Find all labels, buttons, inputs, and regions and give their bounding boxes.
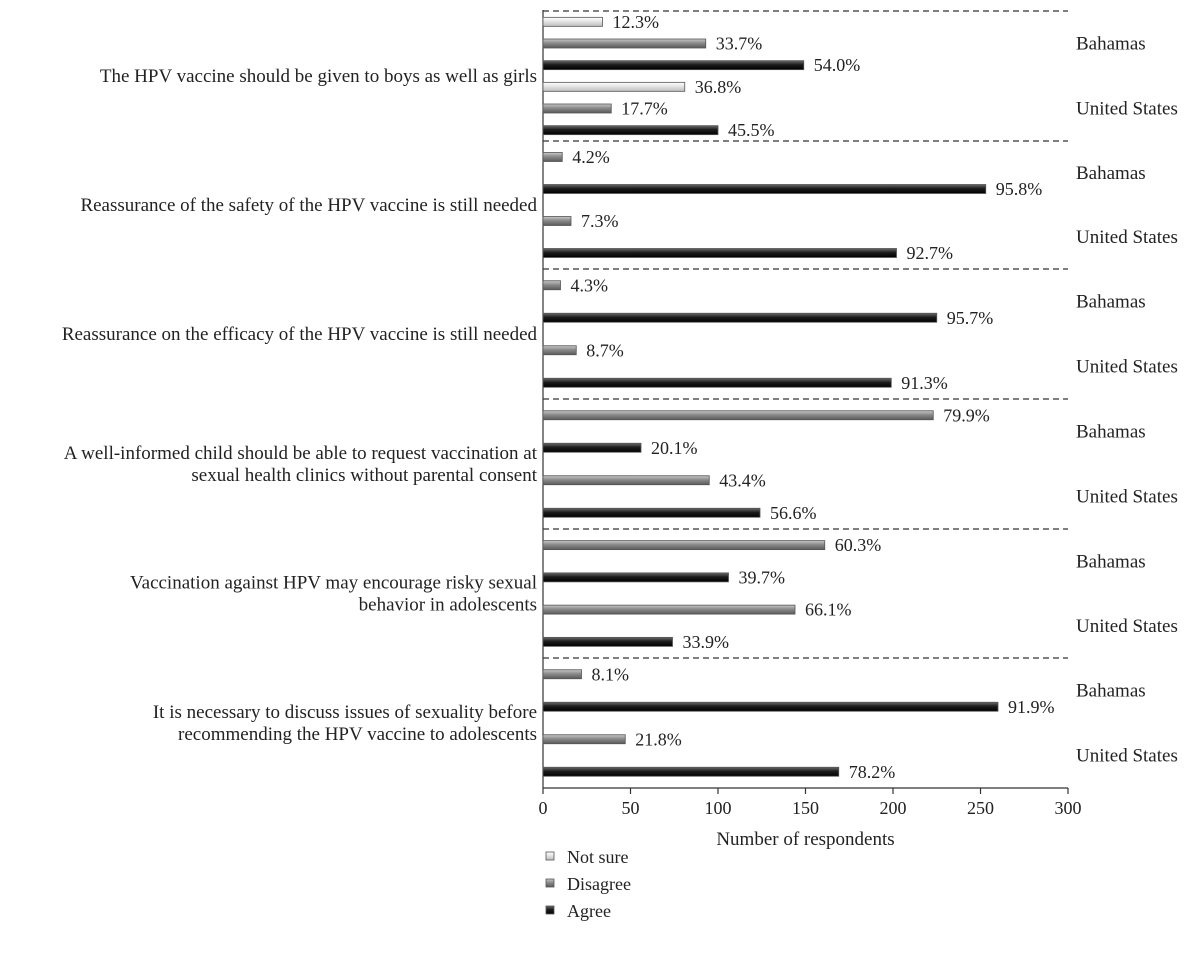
- x-tick-label: 250: [967, 798, 994, 818]
- data-label: 43.4%: [719, 470, 766, 490]
- country-label: Bahamas: [1076, 163, 1146, 184]
- bar-disagree: [542, 604, 796, 615]
- bar-disagree: [542, 734, 626, 745]
- bar-disagree: [542, 216, 572, 226]
- question-label: A well-informed child should be able to …: [64, 443, 538, 464]
- bar-agree: [542, 636, 673, 647]
- x-tick-label: 300: [1055, 798, 1082, 818]
- bar-disagree: [542, 540, 826, 551]
- bar-agree: [542, 701, 999, 712]
- data-label: 12.3%: [613, 12, 660, 32]
- bar-agree: [542, 377, 892, 388]
- legend-label: Agree: [567, 901, 611, 921]
- data-label: 95.7%: [947, 308, 994, 328]
- bar-agree: [542, 60, 805, 71]
- data-label: 20.1%: [651, 438, 698, 458]
- country-label: Bahamas: [1076, 292, 1146, 313]
- question-label: sexual health clinics without parental c…: [191, 465, 537, 486]
- data-label: 39.7%: [739, 567, 786, 587]
- data-label: 21.8%: [635, 729, 682, 749]
- question-label: Vaccination against HPV may encourage ri…: [130, 573, 537, 594]
- data-label: 60.3%: [835, 535, 882, 555]
- legend-swatch: [545, 905, 555, 915]
- bar-disagree: [542, 152, 563, 162]
- bar-agree: [542, 248, 897, 258]
- question-label: Reassurance of the safety of the HPV vac…: [80, 195, 537, 216]
- bar-disagree: [542, 669, 582, 680]
- legend-label: Not sure: [567, 847, 629, 867]
- bar-disagree: [542, 38, 707, 49]
- bar-disagree: [542, 410, 934, 421]
- x-tick-label: 150: [792, 798, 819, 818]
- x-tick-label: 100: [705, 798, 732, 818]
- data-label: 8.1%: [592, 664, 630, 684]
- country-label: United States: [1076, 616, 1178, 637]
- bar-disagree: [542, 475, 710, 486]
- data-label: 95.8%: [996, 179, 1043, 199]
- data-label: 4.2%: [572, 147, 610, 167]
- bar-disagree: [542, 103, 612, 114]
- bar-disagree: [542, 280, 561, 291]
- bar-not-sure: [542, 81, 686, 92]
- legend-swatch: [545, 851, 555, 861]
- bar-agree: [542, 184, 987, 194]
- bar-agree: [542, 507, 761, 518]
- bar-agree: [542, 125, 719, 136]
- country-label: Bahamas: [1076, 34, 1146, 55]
- bar-not-sure: [542, 16, 603, 27]
- legend-swatch: [545, 878, 555, 888]
- x-tick-label: 0: [539, 798, 548, 818]
- data-label: 54.0%: [814, 55, 861, 75]
- data-label: 66.1%: [805, 600, 852, 620]
- data-label: 79.9%: [943, 405, 990, 425]
- data-label: 7.3%: [581, 211, 619, 231]
- country-label: Bahamas: [1076, 681, 1146, 702]
- question-label: Reassurance on the efficacy of the HPV v…: [62, 324, 538, 345]
- data-label: 33.7%: [716, 34, 763, 54]
- data-label: 91.9%: [1008, 697, 1055, 717]
- data-label: 8.7%: [586, 340, 624, 360]
- country-label: United States: [1076, 746, 1178, 767]
- x-tick-label: 50: [622, 798, 640, 818]
- data-label: 17.7%: [621, 99, 668, 119]
- data-label: 91.3%: [901, 373, 948, 393]
- data-label: 92.7%: [907, 243, 954, 263]
- bar-agree: [542, 442, 642, 453]
- data-label: 33.9%: [683, 632, 730, 652]
- bar-agree: [542, 312, 938, 323]
- x-tick-label: 200: [880, 798, 907, 818]
- country-label: United States: [1076, 99, 1178, 120]
- question-label: It is necessary to discuss issues of sex…: [153, 702, 537, 723]
- country-label: United States: [1076, 487, 1178, 508]
- bar-agree: [542, 572, 729, 583]
- data-label: 45.5%: [728, 120, 775, 140]
- country-label: Bahamas: [1076, 551, 1146, 572]
- x-axis-title: Number of respondents: [716, 829, 894, 850]
- country-label: Bahamas: [1076, 422, 1146, 443]
- data-label: 78.2%: [849, 762, 896, 782]
- data-label: 4.3%: [571, 275, 609, 295]
- data-label: 36.8%: [695, 77, 742, 97]
- legend-label: Disagree: [567, 874, 631, 894]
- question-label: The HPV vaccine should be given to boys …: [100, 66, 537, 87]
- question-label: behavior in adolescents: [359, 595, 537, 616]
- question-label: recommending the HPV vaccine to adolesce…: [178, 724, 537, 745]
- bar-disagree: [542, 345, 577, 356]
- country-label: United States: [1076, 227, 1178, 248]
- data-label: 56.6%: [770, 503, 817, 523]
- bar-agree: [542, 766, 840, 777]
- country-label: United States: [1076, 357, 1178, 378]
